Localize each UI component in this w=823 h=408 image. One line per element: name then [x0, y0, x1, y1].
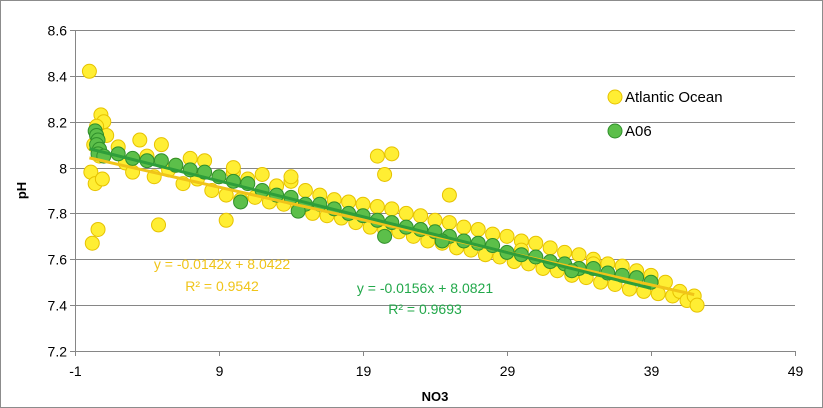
tick-labels: 7.2 7.4 7.6 7.8 8 8.2 8.4 8.6 -1 9 19 29 39 49 — [48, 23, 804, 380]
a06-trendline — [89, 147, 652, 290]
y-tick-label: 7.6 — [48, 252, 68, 268]
a06-point — [377, 228, 393, 244]
atlantic-ocean-point — [528, 235, 544, 251]
legend-atlantic-ocean-label: Atlantic Ocean — [625, 89, 723, 106]
atlantic-ocean-point — [225, 160, 241, 176]
atlantic-ocean-trendline-equation: y = -0.0142x + 8.0422 — [154, 256, 290, 272]
legend-a06-marker — [607, 123, 623, 139]
legend: Atlantic Ocean A06 — [607, 89, 723, 140]
x-tick-label: 39 — [644, 363, 660, 379]
y-tick-label: 7.4 — [48, 298, 68, 314]
atlantic-ocean-point — [398, 205, 414, 221]
atlantic-ocean-point — [369, 199, 385, 215]
x-tick-label: 49 — [788, 363, 804, 379]
x-tick-label: 29 — [500, 363, 516, 379]
atlantic-ocean-point — [470, 221, 486, 237]
atlantic-ocean-point — [90, 221, 106, 237]
atlantic-ocean-point — [81, 63, 97, 79]
legend-atlantic-ocean-marker — [607, 89, 623, 105]
y-tick-label: 8 — [59, 161, 67, 177]
a06-trendline-equation: y = -0.0156x + 8.0821 — [357, 280, 493, 296]
x-tick-label: 9 — [216, 363, 224, 379]
legend-a06-label: A06 — [625, 123, 652, 140]
a06-r-squared: R² = 0.9693 — [388, 301, 462, 317]
atlantic-ocean-point — [441, 215, 457, 231]
y-tick-label: 7.8 — [48, 206, 68, 222]
x-tick-label: -1 — [69, 363, 82, 379]
atlantic-ocean-point — [132, 132, 148, 148]
atlantic-ocean-point — [377, 166, 393, 182]
y-axis-title: pH — [14, 182, 29, 199]
y-tick-label: 8.6 — [48, 23, 68, 39]
atlantic-ocean-point — [571, 247, 587, 263]
y-tick-label: 8.2 — [48, 115, 68, 131]
atlantic-ocean-point — [218, 212, 234, 228]
a06-point — [233, 194, 249, 210]
trendlines — [89, 147, 695, 297]
atlantic-ocean-point — [413, 208, 429, 224]
atlantic-ocean-point — [542, 240, 558, 256]
atlantic-ocean-point — [689, 297, 705, 313]
atlantic-ocean-r-squared: R² = 0.9542 — [185, 278, 259, 294]
x-tick-label: 19 — [356, 363, 372, 379]
atlantic-ocean-point — [84, 235, 100, 251]
atlantic-ocean-point — [94, 171, 110, 187]
x-axis-title: NO3 — [422, 389, 449, 404]
atlantic-ocean-point — [153, 137, 169, 153]
atlantic-ocean-point — [297, 183, 313, 198]
atlantic-ocean-point — [499, 228, 515, 244]
atlantic-ocean-point — [384, 146, 400, 162]
atlantic-ocean-point — [151, 217, 167, 233]
axes — [70, 30, 796, 356]
y-tick-label: 8.4 — [48, 69, 68, 85]
atlantic-ocean-point — [441, 187, 457, 203]
atlantic-ocean-point — [254, 166, 270, 182]
atlantic-ocean-point — [384, 201, 400, 217]
atlantic-ocean-trendline — [89, 156, 695, 297]
y-tick-label: 7.2 — [48, 344, 68, 360]
trendline-equations: y = -0.0142x + 8.0422 R² = 0.9542 y = -0.0… — [154, 256, 493, 317]
atlantic-ocean-point — [369, 148, 385, 164]
atlantic-ocean-point — [456, 219, 472, 235]
atlantic-ocean-point — [283, 169, 299, 185]
